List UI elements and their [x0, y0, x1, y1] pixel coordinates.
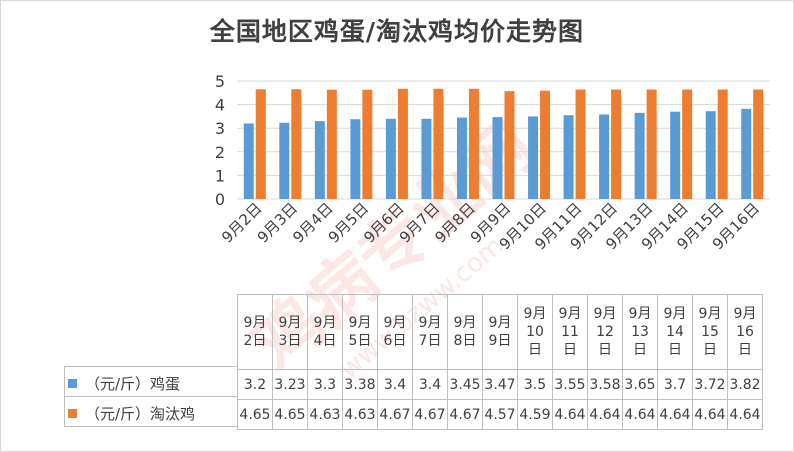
table-header-cell: 9月 11 日	[552, 294, 588, 370]
bar-egg	[385, 118, 396, 199]
bar-hen	[433, 88, 444, 199]
y-tick-label: 4	[215, 96, 225, 115]
bar-hen	[611, 89, 622, 199]
table-header-cell: 9月 3日	[272, 294, 308, 370]
table-cell: 4.65	[272, 399, 308, 430]
table-cell: 4.64	[657, 399, 693, 430]
table-header-cell: 9月 7日	[412, 294, 448, 370]
table-header-cell: 9月 5日	[342, 294, 378, 370]
table-header-cell: 9月 15 日	[692, 294, 728, 370]
table-cell: 3.7	[657, 369, 693, 400]
table-cell: 3.65	[622, 369, 658, 400]
table-header-cell: 9月 2日	[237, 294, 273, 370]
table-cell: 3.4	[412, 369, 448, 400]
legend-swatch-egg	[68, 379, 77, 388]
bar-hen	[646, 89, 657, 199]
bar-hen	[504, 91, 515, 199]
y-tick-label: 0	[215, 190, 225, 209]
table-header-cell: 9月 6日	[377, 294, 413, 370]
table-row-line	[64, 396, 237, 397]
data-table: 9月 2日 9月 3日 9月 4日 9月 5日 9月 6日 9月 7日 9月 8日 9月 9日 9月 10 日 9月 1…	[237, 294, 763, 430]
table-cell: 4.64	[727, 399, 763, 430]
bar-egg	[705, 111, 716, 199]
bar-hen	[468, 88, 479, 199]
bar-hen	[540, 90, 551, 199]
bar-egg	[670, 111, 681, 199]
table-cell: 4.64	[587, 399, 623, 430]
table-header-row: 9月 2日 9月 3日 9月 4日 9月 5日 9月 6日 9月 7日 9月 8日 9月 9日 9月 10 日 9月 1…	[237, 294, 763, 370]
legend-label-hen: （元/斤）淘汰鸡	[85, 405, 196, 423]
table-header-cell: 9月 10 日	[517, 294, 553, 370]
table-cell: 3.4	[377, 369, 413, 400]
bar-hen	[291, 89, 302, 199]
legend-hen: （元/斤）淘汰鸡	[68, 403, 195, 424]
table-cell: 4.67	[377, 399, 413, 430]
table-row-hen: 4.65 4.65 4.63 4.63 4.67 4.67 4.67 4.57 4.59 4.64…	[237, 399, 763, 430]
bar-egg	[741, 108, 752, 199]
bar-egg	[634, 112, 645, 199]
table-cell: 4.64	[552, 399, 588, 430]
legend-swatch-hen	[68, 409, 77, 418]
chart-plot-area: 0123459月2日9月3日9月4日9月5日9月6日9月7日9月8日9月9日9月…	[215, 72, 770, 253]
table-cell: 4.67	[412, 399, 448, 430]
table-cell: 3.23	[272, 369, 308, 400]
table-cell: 4.67	[447, 399, 483, 430]
table-cell: 3.38	[342, 369, 378, 400]
table-cell: 4.64	[622, 399, 658, 430]
table-cell: 4.57	[482, 399, 518, 430]
bar-hen	[397, 88, 408, 199]
table-header-cell: 9月 4日	[307, 294, 343, 370]
table-cell: 3.5	[517, 369, 553, 400]
bar-hen	[255, 89, 266, 199]
table-cell: 4.63	[307, 399, 343, 430]
bar-egg	[350, 119, 361, 199]
table-cell: 4.65	[237, 399, 273, 430]
table-cell: 3.45	[447, 369, 483, 400]
bar-egg	[528, 116, 539, 199]
table-cell: 3.55	[552, 369, 588, 400]
table-header-cell: 9月 8日	[447, 294, 483, 370]
bar-egg	[421, 118, 432, 199]
table-header-cell: 9月 14 日	[657, 294, 693, 370]
table-row-line	[64, 426, 237, 427]
table-header-cell: 9月 16 日	[727, 294, 763, 370]
table-cell: 4.64	[692, 399, 728, 430]
chart-title: 全国地区鸡蛋/淘汰鸡均价走势图	[209, 17, 585, 46]
bar-hen	[682, 89, 693, 199]
table-cell: 3.72	[692, 369, 728, 400]
table-row-line	[64, 366, 237, 367]
table-header-cell: 9月 13 日	[622, 294, 658, 370]
bar-hen	[362, 89, 373, 199]
table-cell: 3.3	[307, 369, 343, 400]
bar-egg	[456, 117, 467, 199]
bar-egg	[599, 114, 610, 199]
y-tick-label: 1	[215, 166, 225, 185]
y-tick-label: 5	[215, 72, 225, 91]
bar-egg	[492, 117, 503, 199]
legend-egg: （元/斤）鸡蛋	[68, 373, 180, 394]
table-header-cell: 9月 9日	[482, 294, 518, 370]
table-cell: 4.59	[517, 399, 553, 430]
table-cell: 4.63	[342, 399, 378, 430]
y-tick-label: 2	[215, 143, 225, 162]
bar-hen	[717, 89, 728, 199]
bar-egg	[563, 115, 574, 199]
table-cell: 3.82	[727, 369, 763, 400]
y-tick-label: 3	[215, 119, 225, 138]
table-cell: 3.2	[237, 369, 273, 400]
bar-egg	[279, 122, 290, 199]
table-row-egg: 3.2 3.23 3.3 3.38 3.4 3.4 3.45 3.47 3.5 3.55 3.58 3…	[237, 369, 763, 400]
table-cell: 3.47	[482, 369, 518, 400]
bar-egg	[243, 123, 254, 199]
bar-hen	[753, 89, 764, 199]
bar-hen	[326, 89, 337, 199]
bar-egg	[314, 121, 325, 199]
table-header-cell: 9月 12 日	[587, 294, 623, 370]
table-cell: 3.58	[587, 369, 623, 400]
bar-hen	[575, 89, 586, 199]
legend-label-egg: （元/斤）鸡蛋	[85, 375, 181, 393]
